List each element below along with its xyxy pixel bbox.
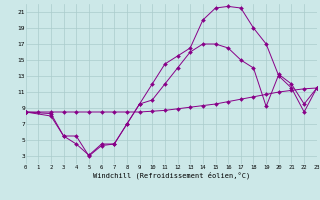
X-axis label: Windchill (Refroidissement éolien,°C): Windchill (Refroidissement éolien,°C) bbox=[92, 171, 250, 179]
